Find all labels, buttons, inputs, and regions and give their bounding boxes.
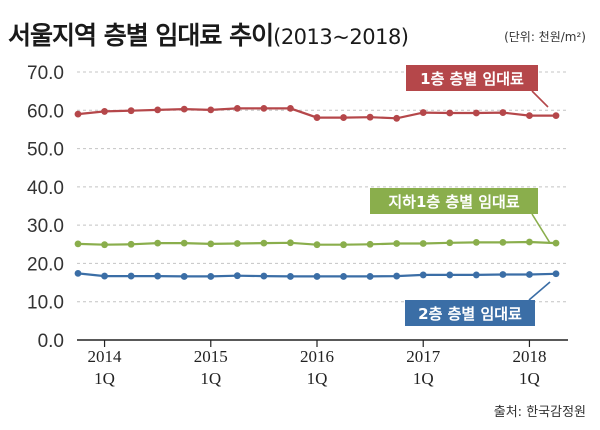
chart-title-sub: (2013~2018) [273, 25, 409, 49]
data-point [127, 240, 135, 248]
data-point [526, 238, 533, 246]
legend-label-1: 지하1층 층별 임대료 [388, 193, 519, 211]
data-point [180, 273, 188, 280]
data-point [233, 104, 241, 112]
data-point [74, 269, 82, 277]
data-point [101, 272, 108, 280]
y-tick-label: 10.0 [27, 293, 64, 314]
data-point [180, 239, 188, 247]
data-point [552, 239, 560, 247]
data-point [393, 272, 401, 280]
data-point [446, 271, 454, 279]
data-point [472, 109, 480, 117]
data-point [101, 241, 108, 249]
data-point [393, 240, 401, 247]
data-point [74, 110, 82, 118]
data-point [154, 239, 162, 247]
data-point [260, 239, 268, 247]
legend-label-2: 2층 층별 임대료 [418, 305, 522, 323]
source-note: 출처: 한국감정원 [493, 405, 586, 420]
legend-pointer [528, 281, 551, 301]
data-point [233, 272, 241, 280]
data-point [207, 240, 215, 248]
y-tick-label: 70.0 [27, 63, 64, 84]
y-tick-label: 20.0 [27, 254, 64, 275]
y-tick-label: 30.0 [27, 216, 64, 237]
data-point [526, 271, 533, 278]
data-point [101, 108, 108, 115]
data-point [552, 270, 560, 278]
data-point [366, 113, 374, 121]
data-point [260, 272, 268, 280]
chart-title-main: 서울지역 층별 임대료 추이 [8, 21, 274, 50]
data-point [419, 271, 427, 279]
data-point [207, 106, 215, 114]
data-point [127, 107, 135, 115]
data-point [207, 273, 215, 280]
data-point [313, 114, 321, 121]
data-point [366, 240, 374, 248]
grid-layer [77, 71, 568, 303]
legend-box-1 [370, 188, 538, 214]
y-tick-label: 0.0 [38, 331, 64, 352]
x-tick-label-year: 2016 [300, 347, 334, 366]
x-tick-label-quarter: 1Q [307, 369, 328, 388]
data-point [287, 273, 294, 280]
axis-layer: 0.0 10.0 20.0 30.0 40.0 50.0 60.0 70.0 2014 1Q 201… [27, 63, 568, 388]
legend-box-2 [405, 300, 535, 326]
x-tick-label-year: 2014 [88, 347, 123, 366]
data-point [340, 241, 347, 249]
y-tick-label: 40.0 [27, 178, 64, 199]
series-layer [74, 104, 560, 280]
data-point [472, 238, 480, 246]
x-tick-label-year: 2018 [512, 347, 546, 366]
data-point [180, 105, 188, 113]
unit-label: (단위: 천원/m²) [504, 30, 586, 44]
data-point [472, 271, 480, 279]
x-tick-label-quarter: 1Q [413, 369, 434, 388]
data-point [313, 273, 321, 280]
data-point [313, 241, 321, 249]
data-point [154, 106, 162, 114]
data-point [340, 114, 347, 121]
data-point [74, 240, 82, 248]
legend-label-0: 1층 층별 임대료 [420, 70, 524, 88]
data-point [499, 271, 507, 278]
data-point [287, 239, 294, 247]
data-point [154, 272, 162, 280]
x-tick-label-quarter: 1Q [94, 369, 115, 388]
data-point [233, 240, 241, 247]
x-tick-label-quarter: 1Q [200, 369, 221, 388]
legend-pointer [531, 213, 551, 244]
data-point [366, 273, 374, 280]
y-tick-label: 50.0 [27, 140, 64, 161]
data-point [419, 109, 427, 116]
data-point [287, 104, 294, 112]
x-tick-label-year: 2017 [406, 347, 441, 366]
data-point [446, 239, 454, 247]
x-tick-label-year: 2015 [194, 347, 228, 366]
data-point [340, 273, 347, 280]
data-point [526, 112, 533, 120]
chart-title: 서울지역 층별 임대료 추이(2013~2018) [8, 16, 409, 52]
data-point [499, 109, 507, 116]
data-point [446, 109, 454, 117]
data-point [393, 114, 401, 122]
y-tick-label: 60.0 [27, 101, 64, 122]
x-tick-label-quarter: 1Q [519, 369, 540, 388]
data-point [552, 112, 560, 120]
data-point [127, 272, 135, 280]
legend-box-0 [406, 65, 538, 91]
data-point [499, 238, 507, 246]
legend-pointer [531, 90, 549, 108]
data-point [419, 240, 427, 247]
data-point [260, 104, 268, 112]
